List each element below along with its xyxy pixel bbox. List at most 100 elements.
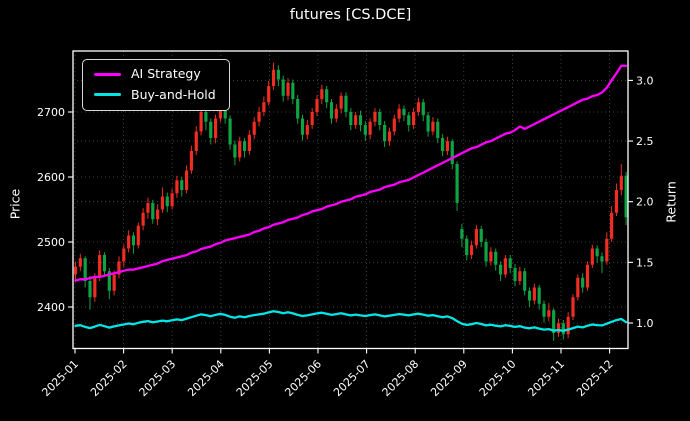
candle-body: [281, 79, 285, 96]
candle-body: [619, 175, 623, 190]
candle-body: [141, 212, 145, 226]
candle-body: [102, 255, 107, 272]
candle-body: [440, 138, 445, 151]
candle-body: [315, 99, 319, 112]
x-tick-label: 2025-10: [477, 357, 519, 399]
candle-body: [184, 170, 189, 190]
candle-body: [329, 102, 334, 119]
candle-body: [204, 112, 208, 122]
candle-body: [218, 105, 222, 119]
candle-body: [421, 102, 425, 116]
buy-and-hold-line-icon: [94, 93, 121, 97]
candle-body: [527, 290, 532, 301]
candle-body: [310, 112, 314, 125]
candle-body: [547, 310, 551, 317]
y-tick-label-right: 3.0: [636, 74, 654, 87]
candle-body: [552, 310, 556, 333]
candle-body: [247, 134, 251, 151]
candle-body: [368, 121, 372, 135]
buy-and-hold-line: [74, 310, 628, 332]
y-tick-label-left: 2400: [37, 301, 65, 314]
candle-body: [542, 303, 546, 317]
x-tick-label: 2025-06: [282, 357, 324, 399]
candle-body: [160, 196, 165, 210]
candle-body: [605, 238, 609, 262]
candle-body: [373, 112, 377, 122]
candle-body: [151, 203, 155, 220]
candle-body: [136, 225, 140, 246]
candle-body: [469, 245, 474, 255]
candle-body: [286, 82, 290, 96]
candle-body: [513, 268, 517, 281]
chart-title: futures [CS.DCE]: [289, 7, 412, 23]
candle-body: [349, 112, 353, 125]
candle-body: [170, 193, 174, 207]
candle-body: [180, 180, 184, 190]
candle-body: [194, 131, 198, 151]
candle-body: [358, 115, 363, 125]
candle-body: [209, 121, 213, 138]
candle-body: [426, 115, 430, 132]
candle-body: [291, 82, 295, 99]
y-tick-label-right: 2.0: [636, 196, 654, 209]
candle-body: [484, 242, 488, 262]
candle-body: [556, 323, 561, 333]
candle-body: [276, 69, 280, 80]
candle-body: [344, 95, 348, 112]
candle-body: [252, 121, 256, 135]
candle-body: [228, 118, 232, 145]
y-tick-label-left: 2500: [37, 236, 65, 249]
candle-body: [561, 323, 565, 335]
candle-body: [117, 261, 121, 275]
candle-body: [83, 258, 87, 281]
candle-body: [431, 121, 435, 132]
candle-body: [455, 164, 459, 203]
candle-body: [397, 108, 401, 119]
candle-body: [334, 108, 338, 119]
candle-body: [610, 212, 614, 239]
candle-body: [494, 251, 498, 265]
ai-strategy-line: [74, 64, 628, 282]
candle-body: [392, 118, 396, 132]
legend-label-ai-strategy: AI Strategy: [131, 66, 201, 81]
candle-body: [416, 102, 421, 112]
legend: AI Strategy Buy-and-Hold: [82, 59, 230, 111]
candle-body: [107, 271, 111, 291]
candle-body: [122, 248, 126, 262]
ai-strategy-line-icon: [94, 72, 121, 76]
x-tick-label: 2025-08: [380, 357, 422, 399]
candle-body: [450, 141, 454, 164]
candle-body: [131, 235, 136, 246]
candle-body: [600, 256, 604, 262]
candle-body: [88, 281, 92, 298]
candle-body: [271, 69, 276, 86]
candle-body: [363, 125, 367, 135]
candle-body: [532, 287, 536, 301]
candle-body: [300, 118, 305, 135]
candle-body: [354, 115, 358, 125]
candle-body: [523, 271, 527, 291]
candle-body: [518, 271, 522, 281]
candle-body: [146, 203, 150, 213]
candle-body: [503, 258, 507, 275]
candle-body: [445, 141, 450, 151]
candle-body: [165, 196, 169, 207]
candle-body: [339, 95, 343, 109]
y-tick-label-left: 2700: [37, 106, 65, 119]
x-tick-label: 2025-05: [234, 357, 276, 399]
candle-body: [199, 112, 203, 132]
candle-body: [436, 121, 440, 138]
candle-body: [378, 112, 382, 125]
candle-body: [267, 86, 271, 103]
x-tick-label: 2025-02: [88, 357, 130, 399]
x-tick-label: 2025-03: [137, 357, 179, 399]
candle-body: [474, 229, 478, 246]
x-tick-label: 2025-11: [525, 357, 567, 399]
x-tick-label: 2025-12: [574, 357, 616, 399]
candle-body: [325, 89, 329, 103]
candle-body: [460, 229, 464, 239]
y-tick-label-right: 1.5: [636, 256, 654, 269]
candle-body: [242, 141, 247, 151]
